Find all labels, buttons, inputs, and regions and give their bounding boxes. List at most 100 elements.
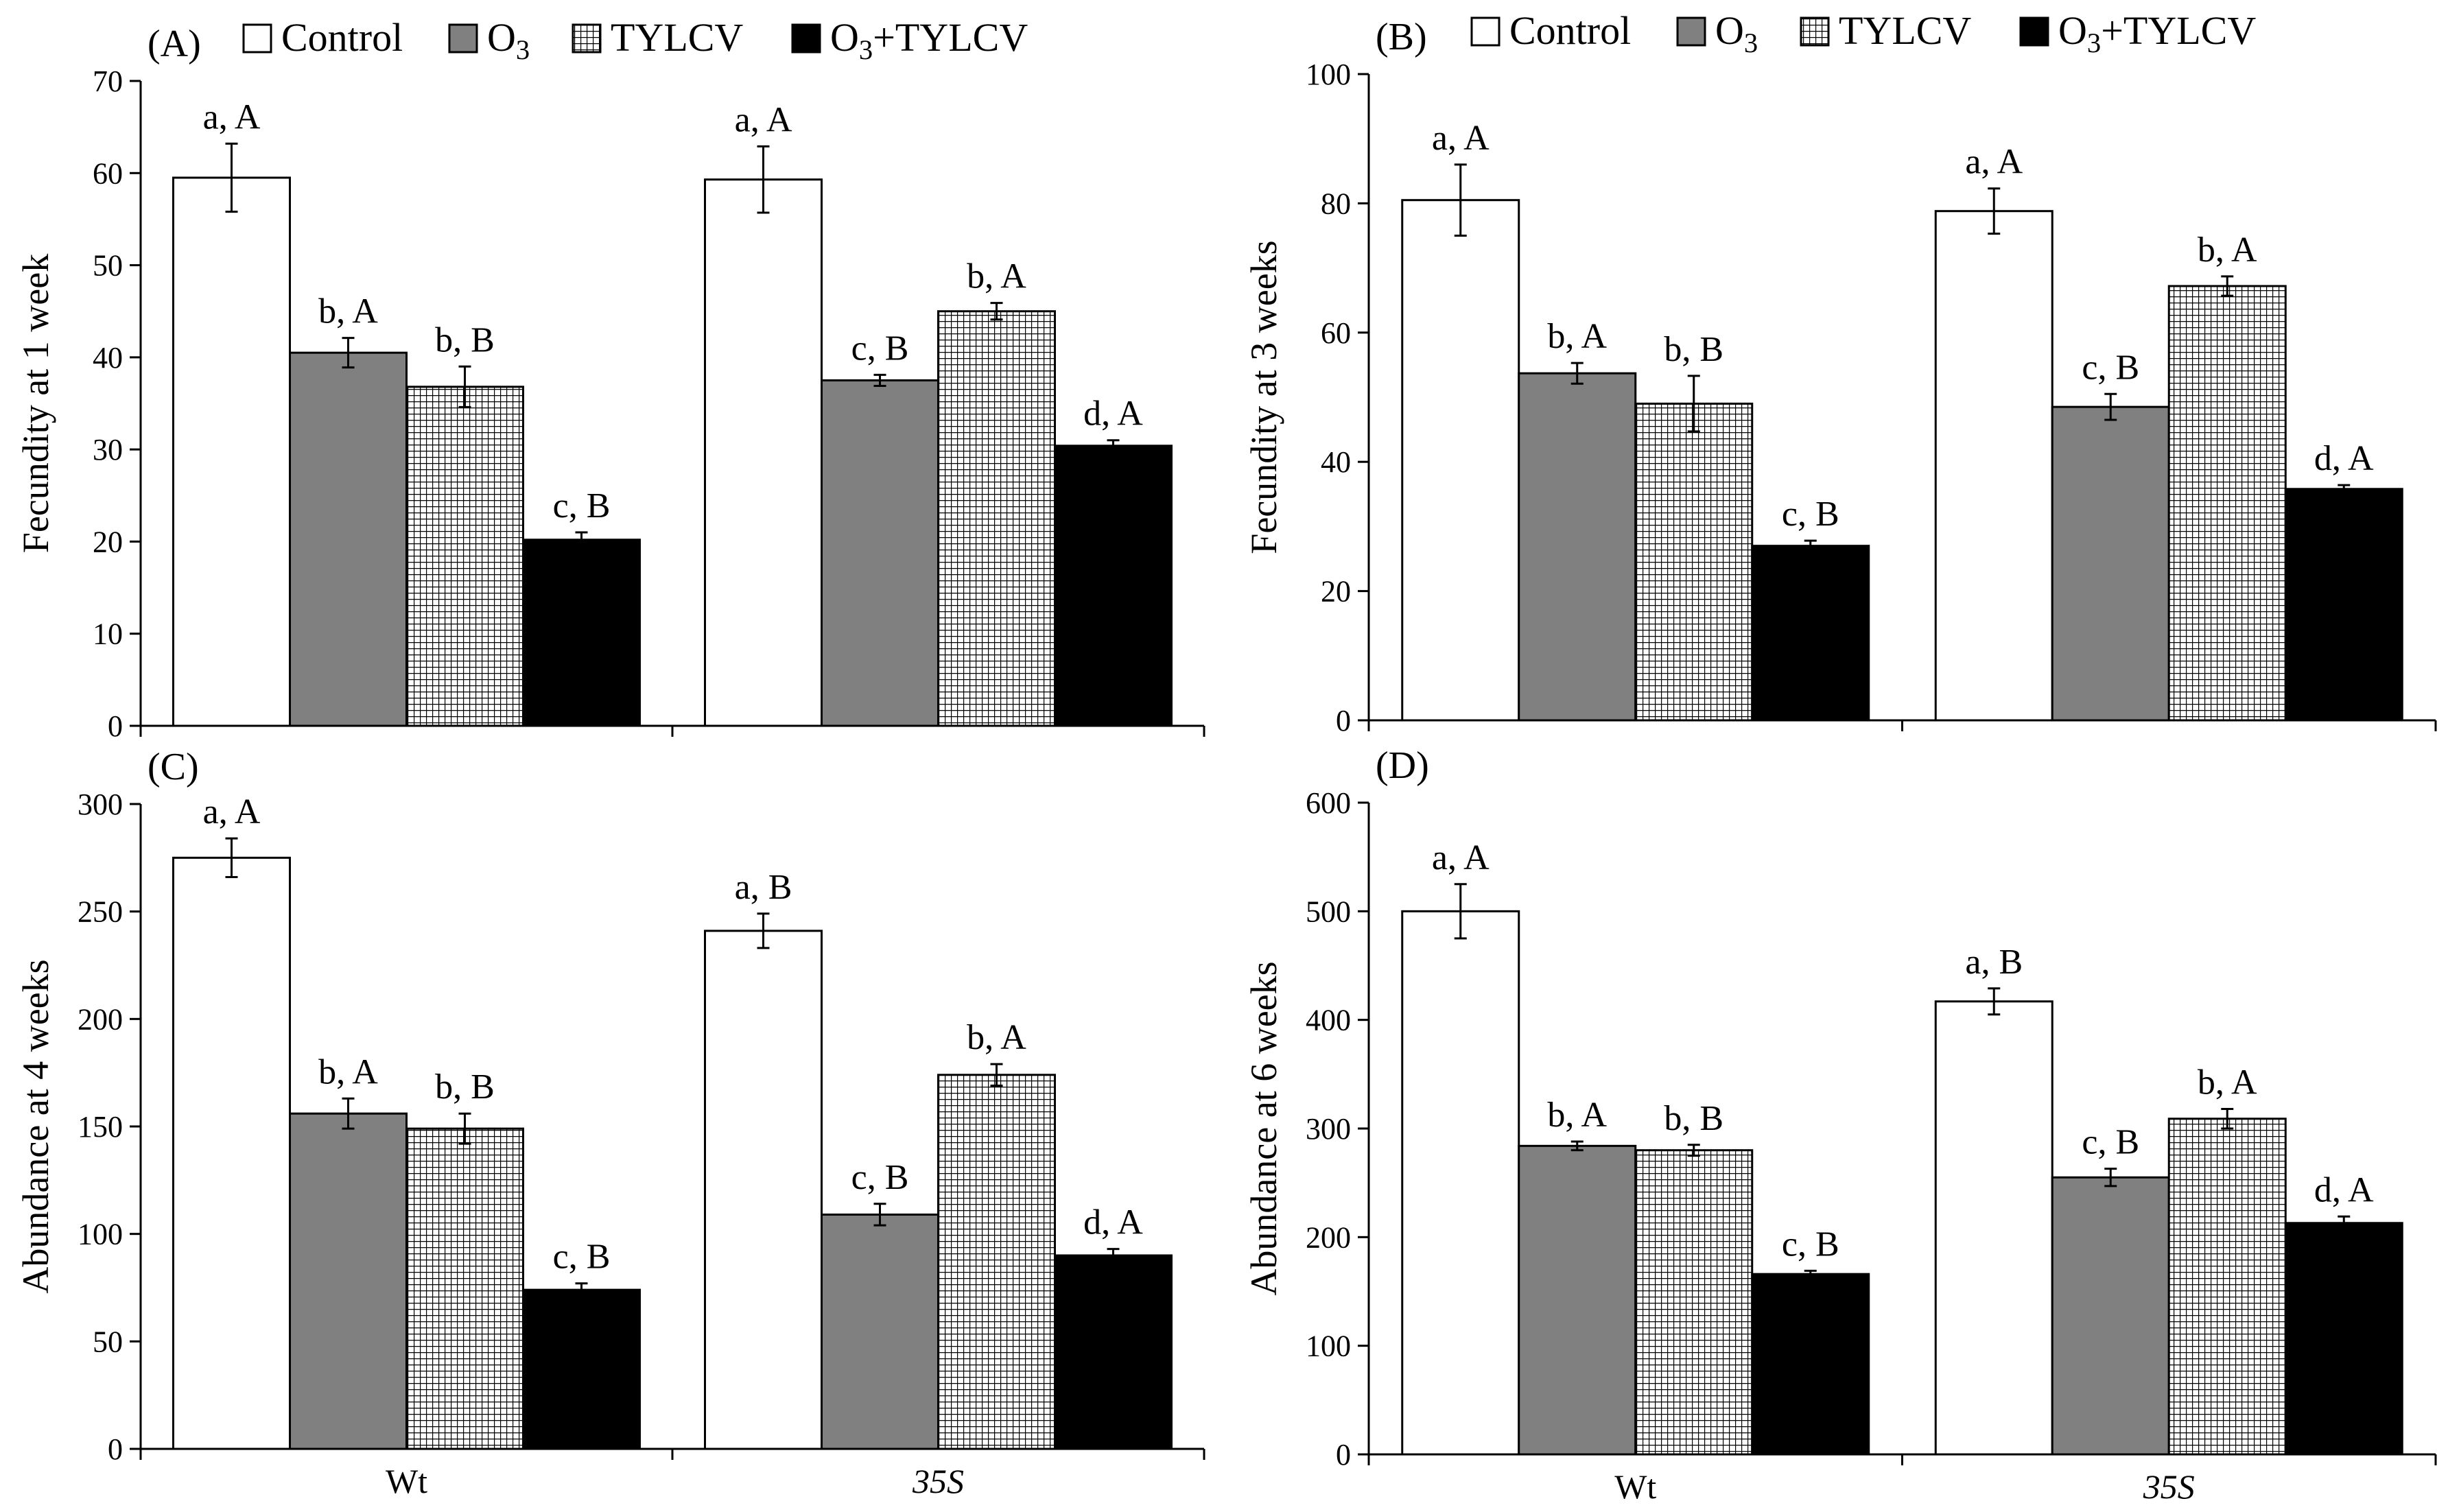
bar: [821, 379, 939, 727]
y-tick-label: 40: [1321, 445, 1351, 479]
bar: [1518, 372, 1637, 722]
significance-label: c, B: [553, 1238, 611, 1277]
significance-label: c, B: [1782, 495, 1839, 534]
significance-label: c, B: [1782, 1225, 1839, 1264]
y-axis-label: Abundance at 4 weeks: [15, 959, 56, 1293]
y-tick-label: 200: [1306, 1220, 1351, 1254]
bar: [1751, 1273, 1870, 1456]
y-tick-label: 70: [93, 64, 123, 98]
bar: [1401, 910, 1520, 1456]
legend-entry: O3+TYLCV: [830, 15, 1028, 65]
legend-entry: O3+TYLCV: [2058, 8, 2256, 58]
bar: [1934, 1000, 2053, 1456]
bar: [1751, 545, 1870, 722]
panel-b: 0 20 40 60 80 100 Fecundity at 3 weeks (B) a, A b…: [1243, 8, 2437, 737]
significance-label: b, B: [1664, 330, 1723, 369]
panel-label: (D): [1376, 744, 1429, 787]
significance-label: b, B: [435, 1067, 495, 1107]
category-label: Wt: [1614, 1467, 1656, 1506]
bar: [1934, 210, 2053, 722]
y-tick-label: 0: [108, 709, 123, 743]
legend-swatch: [572, 23, 602, 54]
bar: [2284, 488, 2403, 722]
y-tick-label: 100: [78, 1218, 123, 1251]
legend-entry: O3: [1715, 8, 1758, 58]
significance-label: a, A: [1432, 119, 1490, 158]
bar: [172, 176, 291, 727]
significance-label: a, A: [203, 97, 261, 137]
bar: [1518, 1144, 1637, 1456]
legend-entry: TYLCV: [611, 15, 743, 60]
legend-swatch: [1676, 16, 1706, 47]
category-label: 35S: [912, 1462, 964, 1500]
legend-swatch: [242, 23, 272, 54]
bar: [289, 351, 408, 727]
panel-label: (A): [148, 23, 201, 65]
panel-label: (C): [148, 746, 199, 788]
y-tick-label: 60: [1321, 316, 1351, 350]
y-tick-label: 60: [93, 156, 123, 190]
y-tick-label: 80: [1321, 187, 1351, 220]
y-tick-label: 40: [93, 341, 123, 375]
y-tick-label: 10: [93, 617, 123, 651]
bar: [522, 1288, 641, 1450]
legend-entry: Control: [1509, 8, 1631, 53]
significance-label: a, A: [1965, 143, 2023, 182]
significance-label: d, A: [2314, 1170, 2374, 1209]
bar: [821, 1213, 939, 1450]
y-tick-label: 400: [1306, 1004, 1351, 1037]
panel-label: (B): [1376, 16, 1427, 58]
panel-c: 0 50 100 150 200 250 300 Abundance at 4 weeks (C…: [15, 746, 1205, 1500]
legend-swatch: [448, 23, 478, 54]
bar: [2284, 1222, 2403, 1456]
bar: [405, 1127, 524, 1450]
y-tick-label: 50: [93, 1325, 123, 1358]
significance-label: a, A: [735, 100, 792, 139]
significance-label: d, A: [1083, 394, 1143, 434]
significance-label: b, A: [2198, 231, 2257, 270]
bar: [289, 1112, 408, 1450]
legend-entry: Control: [281, 15, 403, 60]
significance-label: d, A: [2314, 439, 2374, 478]
significance-label: c, B: [851, 329, 909, 368]
y-axis-label: Fecundity at 1 week: [15, 254, 56, 553]
significance-label: b, A: [318, 1052, 378, 1091]
legend-swatch: [1800, 16, 1830, 47]
bar: [937, 310, 1056, 727]
bar: [405, 386, 524, 727]
bar: [704, 930, 823, 1450]
panel-d: 0 100 200 300 400 500 600 Abundance at 6 weeks (…: [1243, 744, 2437, 1506]
significance-label: b, A: [318, 292, 378, 331]
y-tick-label: 200: [78, 1002, 123, 1036]
bar: [1634, 1149, 1754, 1456]
y-tick-label: 100: [1306, 58, 1351, 91]
bar: [2167, 1118, 2287, 1456]
y-axis-label: Abundance at 6 weeks: [1243, 961, 1284, 1295]
significance-label: c, B: [851, 1158, 909, 1197]
significance-label: b, B: [435, 320, 495, 359]
y-axis-label: Fecundity at 3 weeks: [1243, 240, 1284, 554]
significance-label: a, A: [203, 792, 261, 831]
y-tick-label: 30: [93, 433, 123, 466]
bar: [2051, 405, 2170, 722]
y-tick-label: 0: [108, 1432, 123, 1466]
y-tick-label: 100: [1306, 1330, 1351, 1363]
y-tick-label: 300: [78, 788, 123, 821]
significance-label: b, A: [1547, 317, 1607, 356]
significance-label: b, B: [1664, 1099, 1723, 1138]
y-tick-label: 600: [1306, 786, 1351, 820]
y-tick-label: 0: [1336, 1438, 1351, 1472]
significance-label: b, A: [967, 257, 1026, 296]
legend-entry: TYLCV: [1839, 8, 1971, 53]
bar: [1634, 402, 1754, 722]
y-tick-label: 0: [1336, 704, 1351, 737]
bar: [1054, 1254, 1173, 1450]
y-tick-label: 500: [1306, 895, 1351, 928]
y-tick-label: 300: [1306, 1112, 1351, 1146]
bar: [522, 539, 641, 727]
category-label: Wt: [386, 1462, 427, 1500]
bar: [2051, 1176, 2170, 1456]
legend-swatch: [1470, 16, 1500, 47]
y-tick-label: 20: [93, 525, 123, 558]
